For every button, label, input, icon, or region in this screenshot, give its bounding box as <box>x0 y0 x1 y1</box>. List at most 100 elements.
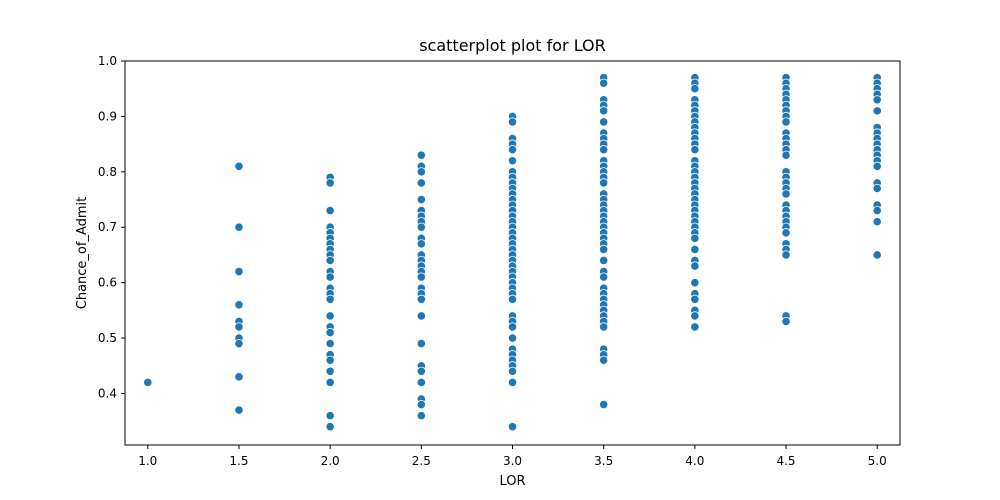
scatter-point <box>234 161 244 171</box>
scatter-point <box>507 322 518 332</box>
scatter-point <box>599 106 609 116</box>
x-tick-label: 4.0 <box>685 454 704 468</box>
scatter-point <box>325 294 335 304</box>
scatter-point <box>781 316 791 327</box>
scatter-point <box>690 278 700 288</box>
scatter-point <box>599 272 609 282</box>
y-axis-label: Chance_of_Admit <box>75 197 90 310</box>
scatter-point <box>416 150 426 160</box>
scatter-point <box>325 327 335 338</box>
scatter-point <box>507 117 518 127</box>
x-tick-label: 4.5 <box>776 454 795 468</box>
scatter-point <box>690 322 700 332</box>
scatter-point <box>325 338 335 349</box>
scatter-point <box>234 338 244 349</box>
scatter-point <box>872 161 882 171</box>
scatter-point <box>690 261 700 271</box>
scatter-point <box>234 266 244 277</box>
scatter-point <box>872 217 882 227</box>
scatter-point <box>507 366 518 376</box>
scatter-point <box>781 250 791 260</box>
scatter-point <box>781 117 791 127</box>
scatter-point <box>690 311 700 321</box>
scatter-point <box>872 183 882 194</box>
scatter-point <box>325 178 335 188</box>
scatter-point <box>599 355 609 365</box>
scatter-point <box>416 167 426 177</box>
scatter-point <box>599 244 609 254</box>
scatter-point <box>690 84 700 94</box>
scatter-point <box>325 311 335 321</box>
scatter-point <box>325 377 335 387</box>
scatter-point <box>325 206 335 216</box>
scatter-point <box>416 272 426 282</box>
scatter-point <box>599 117 609 127</box>
scatter-point <box>416 294 426 304</box>
scatter-point <box>690 145 700 155</box>
scatter-point <box>507 294 518 304</box>
scatter-point <box>416 411 426 421</box>
scatter-point <box>781 189 791 199</box>
x-tick-label: 5.0 <box>868 454 887 468</box>
scatter-point <box>325 366 335 376</box>
scatter-point <box>416 338 426 349</box>
scatter-point <box>599 399 609 410</box>
scatter-point <box>416 178 426 188</box>
y-tick-label: 1.0 <box>98 54 117 68</box>
scatter-point <box>690 244 700 254</box>
scatter-point <box>234 222 244 232</box>
x-tick-label: 3.5 <box>594 454 613 468</box>
scatter-point <box>507 145 518 155</box>
scatter-point <box>325 272 335 282</box>
y-axis: 0.4 0.5 0.6 0.7 0.8 0.9 1.0 <box>98 54 125 400</box>
points-layer <box>143 73 882 432</box>
scatter-point <box>872 95 882 105</box>
scatter-point <box>416 377 426 387</box>
scatter-point <box>416 399 426 410</box>
x-axis: 1.0 1.5 2.0 2.5 3.0 3.5 4.0 4.5 5.0 <box>138 445 887 468</box>
x-tick-label: 2.0 <box>321 454 340 468</box>
scatter-point <box>416 239 426 249</box>
x-tick-label: 2.5 <box>412 454 431 468</box>
scatter-point <box>599 178 609 188</box>
scatter-point <box>599 255 609 266</box>
y-tick-label: 0.9 <box>98 109 117 123</box>
scatter-point <box>325 422 335 432</box>
scatter-point <box>416 366 426 376</box>
y-tick-label: 0.8 <box>98 165 117 179</box>
scatter-point <box>599 78 609 88</box>
chart-title: scatterplot plot for LOR <box>419 36 606 55</box>
x-tick-label: 3.0 <box>503 454 522 468</box>
scatter-point <box>234 405 244 415</box>
scatter-point <box>599 322 609 332</box>
scatter-point <box>416 194 426 205</box>
y-tick-label: 0.6 <box>98 276 117 290</box>
x-tick-label: 1.5 <box>229 454 248 468</box>
scatter-point <box>234 372 244 382</box>
scatter-point <box>599 145 609 155</box>
scatter-point <box>507 333 518 343</box>
scatter-point <box>690 233 700 243</box>
scatter-point <box>325 255 335 266</box>
scatter-point <box>416 311 426 321</box>
scatter-point <box>690 294 700 304</box>
scatter-point <box>781 228 791 238</box>
scatter-point <box>143 377 153 387</box>
scatter-point <box>872 250 882 260</box>
scatter-point <box>325 411 335 421</box>
y-tick-label: 0.7 <box>98 220 117 234</box>
scatter-point <box>507 377 518 387</box>
x-tick-label: 1.0 <box>138 454 157 468</box>
x-axis-label: LOR <box>499 474 525 489</box>
scatter-point <box>507 422 518 432</box>
scatter-point <box>234 322 244 332</box>
scatter-point <box>507 156 518 166</box>
scatter-point <box>872 206 882 216</box>
scatter-point <box>781 150 791 160</box>
y-tick-label: 0.5 <box>98 331 117 345</box>
y-tick-label: 0.4 <box>98 386 117 400</box>
scatter-point <box>416 222 426 232</box>
scatter-point <box>872 106 882 116</box>
scatter-point <box>234 300 244 310</box>
